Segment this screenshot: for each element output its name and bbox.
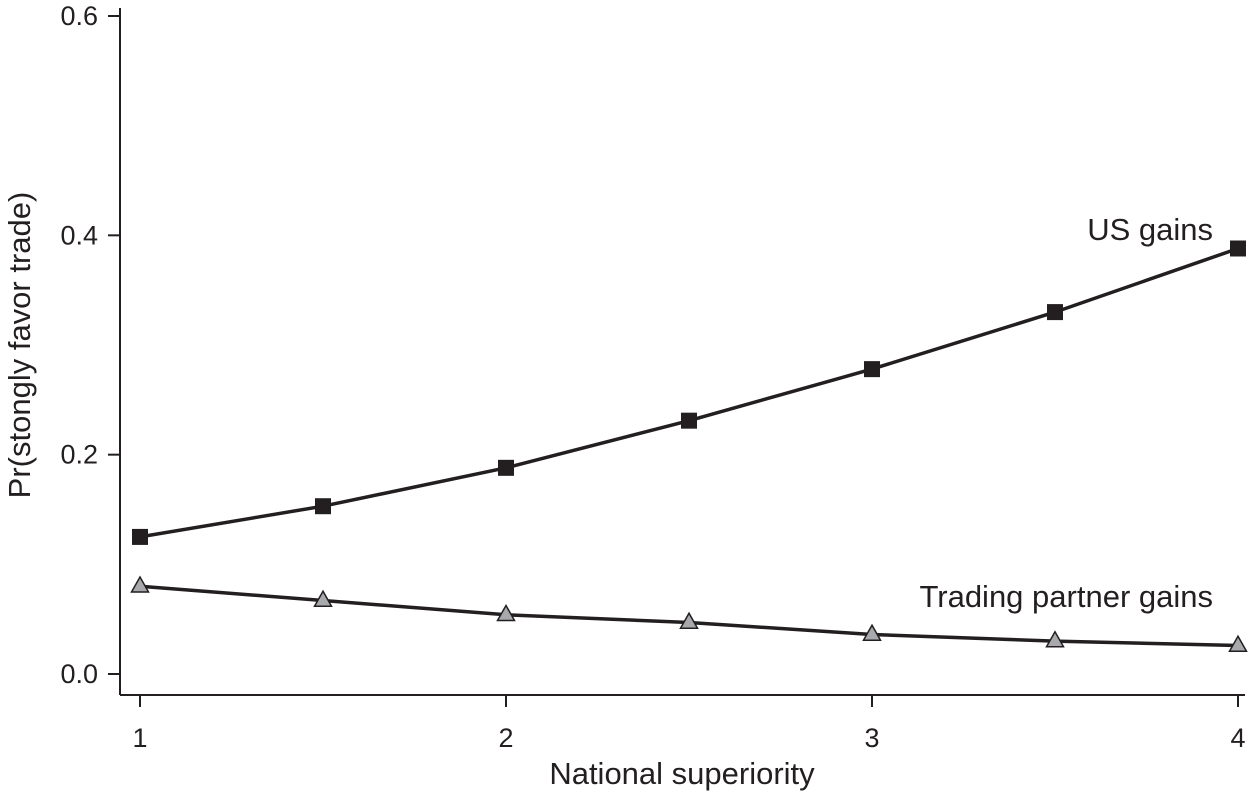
data-point-us-gains bbox=[1047, 304, 1063, 321]
x-tick-label: 2 bbox=[498, 723, 513, 753]
axes bbox=[119, 8, 1245, 696]
chart-labels: National superiority Pr(stongly favor tr… bbox=[2, 192, 1213, 791]
series-line-us-gains bbox=[139, 246, 1239, 539]
data-point-trading-partner-gains bbox=[313, 589, 333, 607]
data-point-us-gains bbox=[315, 498, 331, 515]
data-point-us-gains bbox=[1230, 240, 1246, 257]
data-point-trading-partner-gains bbox=[1228, 634, 1248, 652]
y-tick-label: 0.6 bbox=[60, 1, 98, 31]
x-tick-label: 1 bbox=[132, 723, 147, 753]
data-point-us-gains bbox=[132, 528, 148, 545]
x-tick-label: 4 bbox=[1230, 723, 1245, 753]
x-tick-label: 3 bbox=[864, 723, 879, 753]
data-point-us-gains bbox=[498, 459, 514, 476]
data-point-trading-partner-gains bbox=[679, 611, 699, 629]
data-point-trading-partner-gains bbox=[130, 575, 150, 593]
data-point-us-gains bbox=[864, 361, 880, 378]
x-axis-title: National superiority bbox=[549, 756, 815, 791]
y-tick-label: 0.4 bbox=[60, 220, 98, 250]
data-point-us-gains bbox=[681, 412, 697, 429]
y-tick-label: 0.0 bbox=[60, 659, 98, 689]
data-series bbox=[130, 240, 1248, 652]
data-point-trading-partner-gains bbox=[496, 603, 516, 622]
tick-marks: 0.0 0.2 0.4 0.6 1 2 3 4 bbox=[60, 1, 1245, 753]
series-label-us-gains: US gains bbox=[1087, 212, 1213, 247]
data-point-trading-partner-gains bbox=[1045, 630, 1065, 648]
y-tick-label: 0.2 bbox=[60, 440, 98, 470]
data-point-trading-partner-gains bbox=[862, 623, 882, 641]
series-label-trading-partner-gains: Trading partner gains bbox=[919, 579, 1213, 614]
y-axis-title: Pr(stongly favor trade) bbox=[2, 192, 37, 499]
